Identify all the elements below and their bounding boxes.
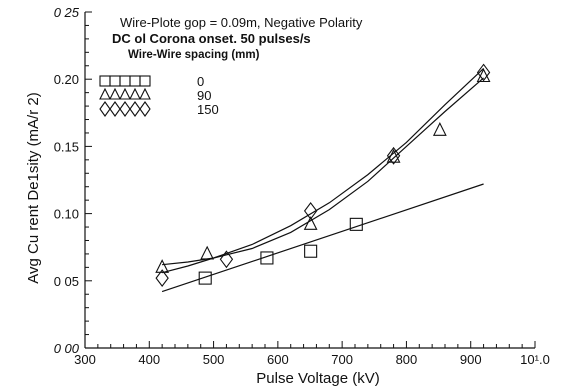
- legend-label: 0: [197, 74, 204, 89]
- annotation-line-2: DC ol Corona onset. 50 pulses/s: [112, 31, 311, 46]
- triangle-marker: [139, 87, 151, 100]
- fit-lines: [161, 67, 485, 293]
- square-marker: [109, 75, 121, 87]
- triangle-marker: [476, 68, 491, 83]
- fit-line-0: [161, 183, 484, 293]
- legend-label: 150: [197, 102, 219, 117]
- axes: 300 400 500 600 700 800 900 10¹.0 0 00 0 05 0.10 0.…: [54, 5, 550, 367]
- diamond-marker: [219, 250, 234, 269]
- diamond-marker: [139, 101, 151, 117]
- square-marker: [129, 75, 141, 87]
- x-tick-label: 400: [138, 352, 160, 367]
- square-marker: [99, 75, 111, 87]
- triangle-marker: [386, 148, 401, 163]
- y-tick-label: 0 00: [54, 341, 80, 356]
- annotation-line-3: Wire-Wire spacing (mm): [128, 49, 260, 61]
- diamond-marker: [386, 146, 401, 165]
- diamond-marker: [155, 269, 169, 288]
- legend-label: 90: [197, 88, 211, 103]
- triangle-marker: [200, 245, 215, 260]
- diamond-marker: [99, 101, 111, 117]
- triangle-marker: [99, 87, 111, 100]
- triangle-marker: [432, 122, 447, 136]
- x-tick-label: 300: [74, 352, 96, 367]
- square-marker: [119, 75, 131, 87]
- square-marker: [198, 271, 212, 285]
- fit-line-90: [162, 77, 484, 266]
- square-marker: [260, 251, 274, 265]
- x-tick-label: 900: [460, 352, 482, 367]
- triangle-marker: [109, 87, 121, 100]
- x-tick-label: 10¹.0: [520, 352, 550, 367]
- x-tick-label: 600: [267, 352, 289, 367]
- triangle-marker: [303, 216, 318, 230]
- square-marker: [304, 244, 318, 258]
- fit-line-150: [161, 67, 485, 274]
- y-tick-label: 0.15: [54, 139, 79, 154]
- x-tick-label: 800: [396, 352, 418, 367]
- y-axis-label: Avg Cu rent De1sity (mA/r 2): [25, 92, 42, 283]
- x-tick-label: 500: [203, 352, 225, 367]
- y-tick-label: 0.10: [54, 207, 79, 222]
- diamond-marker: [476, 63, 491, 82]
- square-marker: [139, 75, 151, 87]
- x-tick-label: 700: [331, 352, 353, 367]
- y-tick-label: 0.20: [54, 72, 79, 87]
- square-marker: [349, 217, 363, 231]
- triangle-marker: [129, 87, 141, 100]
- annotation-line-1: Wire-Plote gop = 0.09m, Negative Polarit…: [120, 15, 363, 30]
- y-tick-label: 0 05: [54, 274, 79, 289]
- triangle-marker: [119, 87, 131, 100]
- diamond-marker: [109, 101, 121, 117]
- diamond-marker: [119, 101, 131, 117]
- data-points: [155, 63, 491, 288]
- triangle-marker: [155, 259, 170, 273]
- diamond-marker: [303, 201, 318, 220]
- diamond-marker: [129, 101, 141, 117]
- x-axis-label: Pulse Voltage (kV): [256, 370, 379, 387]
- y-tick-label: 0 25: [54, 5, 80, 20]
